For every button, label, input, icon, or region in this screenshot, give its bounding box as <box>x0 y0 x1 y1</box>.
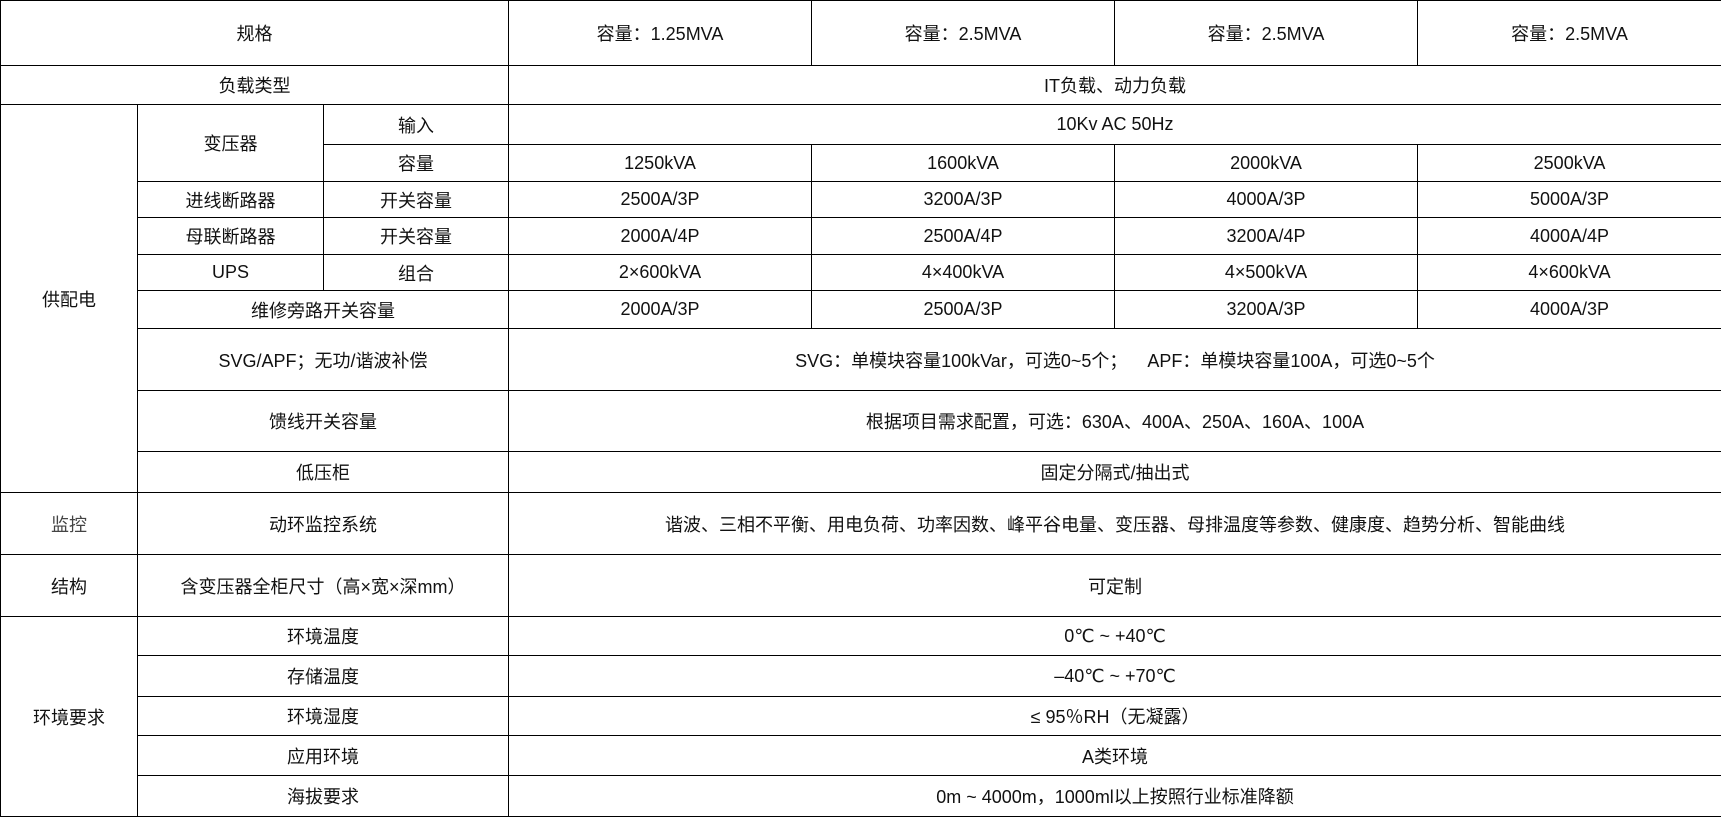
spec-value: 容量：2.5MVA <box>1417 0 1721 66</box>
svg-apf-label: SVG/APF；无功/谐波补偿 <box>136 328 510 391</box>
cell: 4000A/4P <box>1417 217 1721 255</box>
cell: 5000A/3P <box>1417 181 1721 218</box>
monitoring-value: 谐波、三相不平衡、用电负荷、功率因数、峰平谷电量、变压器、母排温度等参数、健康度… <box>508 492 1721 555</box>
row-application: 应用环境 A类环境 <box>1 735 1721 776</box>
transformer-input-label: 输入 <box>322 104 510 145</box>
spec-value: 容量：2.5MVA <box>1114 0 1419 66</box>
monitoring-label: 监控 <box>0 492 138 555</box>
row-spec: 规格 容量：1.25MVA 容量：2.5MVA 容量：2.5MVA 容量：2.5… <box>0 0 1721 66</box>
bus-tie-breaker-sub: 开关容量 <box>322 217 510 255</box>
row-structure: 结构 含变压器全柜尺寸（高×宽×深mm） 可定制 <box>0 554 1721 617</box>
spec-value: 容量：1.25MVA <box>508 0 813 66</box>
cell: 3200A/3P <box>811 181 1116 218</box>
cell: 4000A/3P <box>1114 181 1419 218</box>
cell: 1250kVA <box>508 144 813 182</box>
row-svg-apf: SVG/APF；无功/谐波补偿 SVG：单模块容量100kVar，可选0~5个；… <box>1 328 1721 391</box>
cell: 2000A/4P <box>508 217 813 255</box>
env-row-value: A类环境 <box>508 735 1721 776</box>
bus-tie-breaker-label: 母联断路器 <box>137 217 324 255</box>
cell: 2500A/3P <box>811 290 1116 329</box>
load-type-label: 负载类型 <box>0 65 510 105</box>
env-row-value: –40℃ ~ +70℃ <box>508 655 1721 697</box>
row-monitoring: 监控 动环监控系统 谐波、三相不平衡、用电负荷、功率因数、峰平谷电量、变压器、母… <box>0 492 1721 555</box>
ups-label: UPS <box>137 254 324 291</box>
cell: 2×600kVA <box>508 254 813 291</box>
monitoring-sub: 动环监控系统 <box>136 492 510 555</box>
env-row-label: 应用环境 <box>136 735 510 776</box>
structure-value: 可定制 <box>508 554 1721 617</box>
row-humidity: 环境湿度 ≤ 95％RH（无凝露） <box>1 696 1721 736</box>
row-bus-tie-breaker: 母联断路器 开关容量 2000A/4P 2500A/4P 3200A/4P 40… <box>1 217 1721 255</box>
cell: 4×400kVA <box>811 254 1116 291</box>
row-env-temp: 环境要求 环境温度 0℃ ~ +40℃ <box>0 616 1721 817</box>
cell: 2500A/3P <box>508 181 813 218</box>
row-load-type: 负载类型 IT负载、动力负载 <box>0 65 1721 105</box>
row-ups: UPS 组合 2×600kVA 4×400kVA 4×500kVA 4×600k… <box>1 254 1721 291</box>
lv-cabinet-label: 低压柜 <box>136 451 510 493</box>
row-transformer-capacity: 容量 1250kVA 1600kVA 2000kVA 2500kVA <box>1 144 1721 182</box>
incoming-breaker-sub: 开关容量 <box>322 181 510 218</box>
row-lv-cabinet: 低压柜 固定分隔式/抽出式 <box>1 451 1721 493</box>
env-row-value: 0℃ ~ +40℃ <box>508 616 1721 656</box>
cell: 4×600kVA <box>1417 254 1721 291</box>
cell: 2500A/4P <box>811 217 1116 255</box>
row-feeder: 馈线开关容量 根据项目需求配置，可选：630A、400A、250A、160A、1… <box>1 390 1721 452</box>
row-altitude: 海拔要求 0m ~ 4000m，1000ml以上按照行业标准降额 <box>1 775 1721 817</box>
env-row-label: 环境温度 <box>136 616 510 656</box>
structure-label: 结构 <box>0 554 138 617</box>
transformer-input-value: 10Kv AC 50Hz <box>508 104 1721 145</box>
env-row-value: 0m ~ 4000m，1000ml以上按照行业标准降额 <box>508 775 1721 817</box>
svg-apf-value: SVG：单模块容量100kVar，可选0~5个； APF：单模块容量100A，可… <box>508 328 1721 391</box>
cell: 2000A/3P <box>508 290 813 329</box>
power-label: 供配电 <box>0 104 138 493</box>
transformer-capacity-label: 容量 <box>322 144 510 182</box>
cell: 2500kVA <box>1417 144 1721 182</box>
structure-sub: 含变压器全柜尺寸（高×宽×深mm） <box>136 554 510 617</box>
row-storage-temp: 存储温度 –40℃ ~ +70℃ <box>1 655 1721 697</box>
spec-value: 容量：2.5MVA <box>811 0 1116 66</box>
ups-sub: 组合 <box>322 254 510 291</box>
env-row-value: ≤ 95％RH（无凝露） <box>508 696 1721 736</box>
feeder-value: 根据项目需求配置，可选：630A、400A、250A、160A、100A <box>508 390 1721 452</box>
env-row-label: 环境湿度 <box>136 696 510 736</box>
env-row-label: 海拔要求 <box>136 775 510 817</box>
env-row-label: 存储温度 <box>136 655 510 697</box>
cell: 3200A/3P <box>1114 290 1419 329</box>
cell: 3200A/4P <box>1114 217 1419 255</box>
feeder-label: 馈线开关容量 <box>136 390 510 452</box>
cell: 2000kVA <box>1114 144 1419 182</box>
row-bypass: 维修旁路开关容量 2000A/3P 2500A/3P 3200A/3P 4000… <box>1 290 1721 329</box>
row-transformer-input: 供配电 变压器 输入 10Kv AC 50Hz <box>0 104 1721 493</box>
transformer-label: 变压器 <box>137 104 324 182</box>
row-incoming-breaker: 进线断路器 开关容量 2500A/3P 3200A/3P 4000A/3P 50… <box>1 181 1721 218</box>
cell: 4×500kVA <box>1114 254 1419 291</box>
cell: 4000A/3P <box>1417 290 1721 329</box>
incoming-breaker-label: 进线断路器 <box>137 181 324 218</box>
lv-cabinet-value: 固定分隔式/抽出式 <box>508 451 1721 493</box>
load-type-value: IT负载、动力负载 <box>508 65 1721 105</box>
bypass-label: 维修旁路开关容量 <box>136 290 510 329</box>
environment-label: 环境要求 <box>0 616 138 817</box>
cell: 1600kVA <box>811 144 1116 182</box>
spec-label: 规格 <box>0 0 510 66</box>
